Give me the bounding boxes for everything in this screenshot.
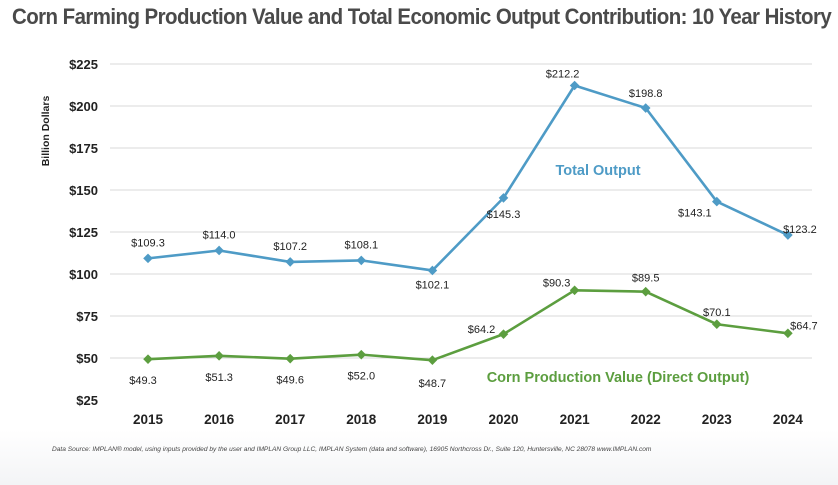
y-tick-label: $150 [69, 183, 98, 198]
data-label: $145.3 [487, 209, 521, 221]
y-tick-label: $200 [69, 99, 98, 114]
legend-total-output: Total Output [555, 163, 640, 179]
x-tick-labels: 2015 2016 2017 2018 2019 2020 2021 2022 2023 2024 [133, 412, 803, 427]
data-label: $212.2 [546, 69, 580, 81]
data-label: $143.1 [678, 208, 712, 220]
data-label: $49.6 [276, 375, 304, 387]
data-label: $51.3 [205, 372, 233, 384]
data-label: $114.0 [203, 229, 236, 241]
x-tick-label: 2016 [204, 412, 235, 427]
y-axis-label: Billion Dollars [40, 96, 52, 167]
x-tick-label: 2018 [346, 412, 377, 427]
data-label: $64.7 [790, 320, 818, 332]
data-point [143, 253, 153, 264]
data-point [640, 286, 651, 297]
x-tick-label: 2017 [275, 412, 305, 427]
data-point [498, 329, 509, 339]
data-point [356, 349, 367, 360]
data-point [783, 328, 793, 339]
x-tick-label: 2021 [560, 412, 591, 427]
y-tick-label: $50 [76, 351, 98, 366]
data-point [712, 196, 722, 207]
data-label: $52.0 [348, 371, 376, 383]
data-point [569, 80, 580, 91]
data-point [285, 353, 295, 364]
data-label: $108.1 [344, 239, 378, 251]
y-tick-label: $75 [76, 309, 98, 324]
data-point [214, 245, 224, 256]
data-label: $109.3 [131, 237, 165, 249]
y-tick-label: $225 [69, 57, 98, 72]
data-label: $64.2 [468, 324, 496, 336]
x-tick-label: 2015 [133, 412, 164, 427]
data-point [783, 230, 793, 240]
chart-title: Corn Farming Production Value and Total … [12, 4, 832, 29]
y-tick-label: $175 [69, 141, 98, 156]
data-label: $70.1 [703, 307, 731, 319]
x-tick-label: 2023 [702, 412, 733, 427]
data-label: $49.3 [129, 375, 157, 387]
data-point [712, 319, 722, 330]
data-point [285, 257, 295, 267]
series-line-total [147, 84, 789, 272]
series-line-direct [147, 288, 789, 362]
x-tick-label: 2019 [417, 412, 447, 427]
data-source-note: Data Source: IMPLAN® model, using inputs… [52, 446, 652, 453]
gridlines [110, 63, 812, 359]
data-point [214, 351, 224, 361]
data-point [569, 285, 580, 296]
data-label: $102.1 [416, 279, 450, 291]
series [143, 80, 793, 365]
x-tick-label: 2024 [773, 412, 804, 427]
y-tick-label: $100 [69, 267, 98, 282]
y-tick-label: $125 [69, 225, 98, 240]
x-tick-label: 2020 [488, 412, 518, 427]
x-tick-label: 2022 [631, 412, 661, 427]
data-point [356, 255, 367, 266]
data-label: $198.8 [629, 88, 663, 100]
data-label: $123.2 [783, 224, 817, 236]
data-point [143, 354, 153, 364]
data-point [427, 265, 438, 276]
data-point [640, 103, 651, 113]
y-tick-label: $25 [76, 393, 98, 408]
data-point [427, 355, 438, 365]
footer-shade [0, 430, 838, 485]
data-label: $89.5 [632, 273, 660, 285]
legend-direct-output: Corn Production Value (Direct Output) [487, 370, 750, 386]
data-point [498, 193, 509, 203]
data-label: $107.2 [273, 241, 307, 253]
y-tick-labels: $25 $50 $75 $100 $125 $150 $175 $200 $225 [69, 57, 98, 408]
data-labels: $109.3 $114.0 $107.2 $108.1 $102.1 $145.3 $212… [129, 69, 817, 391]
data-label: $48.7 [419, 378, 447, 390]
data-label: $90.3 [543, 277, 571, 289]
